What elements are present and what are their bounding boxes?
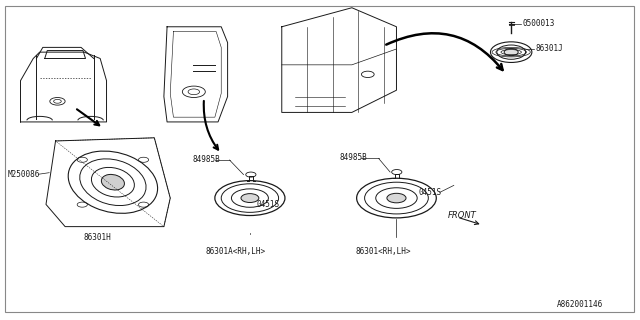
Text: M250086: M250086 xyxy=(8,170,40,179)
Text: 86301H: 86301H xyxy=(83,233,111,242)
Text: 84985B: 84985B xyxy=(339,153,367,162)
Text: 86301A<RH,LH>: 86301A<RH,LH> xyxy=(205,247,266,257)
Ellipse shape xyxy=(387,193,406,203)
Text: A862001146: A862001146 xyxy=(557,300,604,309)
Ellipse shape xyxy=(241,194,259,203)
Text: 86301<RH,LH>: 86301<RH,LH> xyxy=(355,247,410,257)
Text: 0500013: 0500013 xyxy=(523,19,555,28)
FancyBboxPatch shape xyxy=(4,6,634,312)
Ellipse shape xyxy=(504,49,518,56)
Text: 84985B: 84985B xyxy=(193,155,220,164)
Text: 0451S: 0451S xyxy=(256,200,280,209)
Ellipse shape xyxy=(101,174,124,190)
Text: FRONT: FRONT xyxy=(447,211,476,220)
Text: 86301J: 86301J xyxy=(536,44,563,53)
Text: 0451S: 0451S xyxy=(419,188,442,197)
